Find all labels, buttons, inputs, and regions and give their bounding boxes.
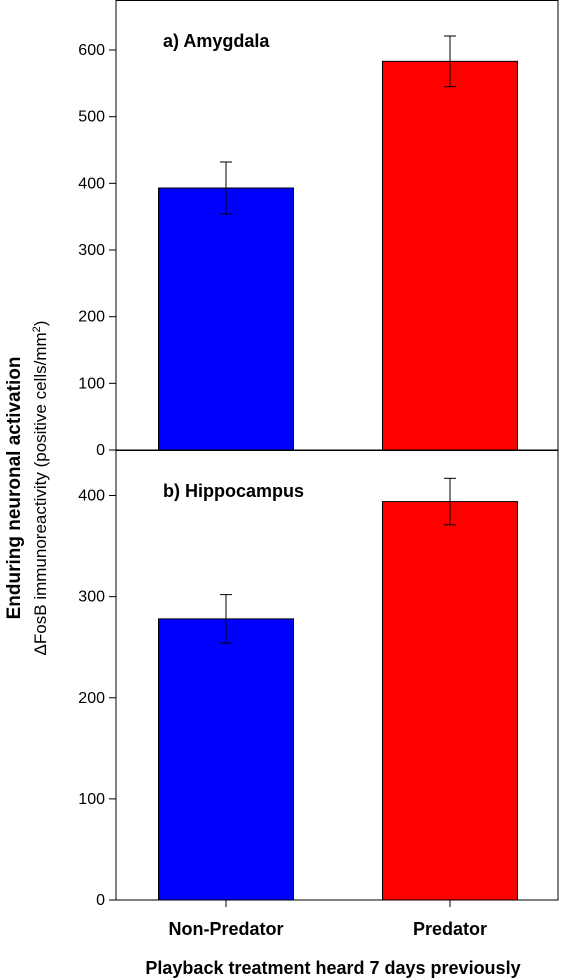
x-tick-label-predator: Predator [413, 919, 487, 939]
y-tick-label-hippocampus-300: 300 [78, 589, 105, 606]
bar-amygdala-predator [382, 60, 518, 451]
y-tick-label-amygdala-300: 300 [78, 242, 105, 259]
bar-hippocampus-predator [382, 501, 518, 901]
y-tick-label-hippocampus-400: 400 [78, 488, 105, 505]
panel-title-amygdala: a) Amygdala [163, 31, 270, 51]
y-tick-label-hippocampus-100: 100 [78, 791, 105, 808]
error-bar-hippocampus-non-predator [220, 594, 232, 644]
y-tick-label-amygdala-0: 0 [96, 442, 105, 459]
panel-title-hippocampus: b) Hippocampus [163, 481, 304, 501]
y-axis-label: Enduring neuronal activation ΔFosB immun… [4, 321, 50, 656]
x-tick-label-non-predator: Non-Predator [168, 919, 283, 939]
y-tick-label-hippocampus-0: 0 [96, 892, 105, 909]
y-tick-label-amygdala-500: 500 [78, 109, 105, 126]
y-tick-label-hippocampus-200: 200 [78, 690, 105, 707]
panel-hippocampus: 0 100 200 300 400 b) Hippocampus [78, 450, 559, 909]
y-tick-label-amygdala-400: 400 [78, 175, 105, 192]
y-tick-label-amygdala-600: 600 [78, 42, 105, 59]
error-bar-amygdala-non-predator [220, 161, 232, 215]
bar-amygdala-non-predator [158, 187, 294, 451]
y-axis-label-line2: ΔFosB immunoreactivity (positive cells/m… [31, 321, 50, 656]
y-tick-label-amygdala-100: 100 [78, 375, 105, 392]
error-bar-hippocampus-predator [444, 477, 456, 526]
bar-hippocampus-non-predator [158, 618, 294, 901]
panel-amygdala: 0 100 200 300 400 500 600 a) Amygdala [78, 0, 559, 459]
error-bar-amygdala-predator [444, 35, 456, 88]
y-tick-label-amygdala-200: 200 [78, 309, 105, 326]
x-axis-label: Playback treatment heard 7 days previous… [145, 958, 520, 978]
y-axis-label-line1: Enduring neuronal activation [4, 357, 25, 620]
plot-frame-hippocampus [115, 450, 559, 901]
